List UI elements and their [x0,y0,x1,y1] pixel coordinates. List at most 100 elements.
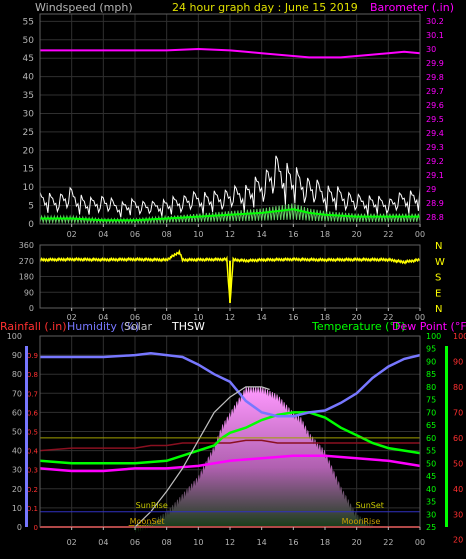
x-tick-label: 16 [288,538,298,547]
barometer-tick-label: 29.5 [426,115,444,124]
temperature-tick-label: 80 [426,383,436,392]
wind-tick-label: 5 [28,202,34,212]
x-tick-label: 10 [193,538,203,547]
temperature-secondary-tick-label: 100 [453,332,466,341]
barometer-tick-label: 30.1 [426,31,444,40]
humidity-tick-label: 70 [12,389,22,398]
x-tick-label: 22 [383,230,393,239]
x-tick-label: 16 [288,313,298,322]
rain-tick-label: 0.1 [27,505,38,513]
temperature-tick-label: 25 [426,523,436,532]
temperature-secondary-tick-label: 50 [453,459,463,468]
temperature-label: Temperature (°F) [311,320,406,333]
x-tick-label: 20 [352,538,362,547]
compass-label: S [435,273,441,284]
sunset-label: SunSet [356,501,384,510]
humidity-tick-label: 100 [7,332,22,341]
rain-tick-label: 0.4 [27,448,39,456]
dew-point-line [39,454,421,473]
wind-tick-label: 0 [28,220,34,230]
x-tick-label: 08 [162,230,172,239]
x-tick-label: 02 [67,313,77,322]
wind-tick-label: 45 [23,54,34,64]
wind-tick-label: 10 [23,183,35,193]
rainfall-label: Rainfall (.in) [0,320,67,333]
x-tick-label: 20 [352,230,362,239]
x-tick-label: 04 [98,538,108,547]
barometer-tick-label: 29.1 [426,171,444,180]
thsw-line [39,439,420,452]
temperature-tick-label: 55 [426,447,436,456]
wind-tick-label: 50 [23,36,35,46]
temperature-tick-label: 75 [426,396,436,405]
temperature-secondary-tick-label: 60 [453,434,463,443]
x-tick-label: 18 [320,230,330,239]
direction-tick-label: 360 [19,241,34,250]
rain-tick-label: 0.3 [27,467,38,475]
humidity-tick-label: 90 [12,351,22,360]
dew-point-label: Dew Point (°F) [392,320,466,333]
barometer-tick-label: 29.7 [426,87,444,96]
x-tick-label: 20 [352,313,362,322]
solar-label: Solar [124,320,153,333]
x-tick-label: 04 [98,313,108,322]
temperature-tick-label: 60 [426,434,436,443]
x-tick-label: 00 [415,538,425,547]
wind-tick-label: 40 [23,73,35,83]
humidity-scale-bar [25,346,28,527]
wind-tick-label: 20 [23,146,35,156]
barometer-tick-label: 29.4 [426,129,444,138]
temperature-tick-label: 35 [426,498,436,507]
temperature-tick-label: 45 [426,472,436,481]
wind-direction-line [39,249,421,304]
rain-tick-label: 0.2 [27,486,38,494]
temperature-tick-label: 95 [426,345,436,354]
temperature-tick-label: 50 [426,459,436,468]
x-tick-label: 10 [193,313,203,322]
direction-tick-label: 270 [19,257,34,266]
x-tick-label: 00 [415,230,425,239]
wind-average-line [40,208,420,222]
x-tick-label: 14 [257,230,267,239]
x-tick-label: 02 [67,538,77,547]
x-tick-label: 10 [193,230,203,239]
x-tick-label: 18 [320,538,330,547]
wind-tick-label: 15 [23,165,34,175]
x-tick-label: 14 [257,313,267,322]
barometer-tick-label: 29.9 [426,59,444,68]
humidity-tick-label: 30 [12,466,22,475]
thsw-label: THSW [171,320,205,333]
direction-tick-label: 180 [19,273,34,282]
x-tick-label: 12 [225,313,235,322]
temperature-secondary-tick-label: 90 [453,357,463,366]
barometer-tick-label: 30.2 [426,17,444,26]
humidity-label: Humidity (%) [67,320,139,333]
humidity-tick-label: 60 [12,408,22,417]
barometer-line [40,47,421,59]
moonset-label: MoonSet [130,517,165,526]
temperature-secondary-tick-label: 70 [453,408,463,417]
temperature-secondary-tick-label: 40 [453,485,463,494]
humidity-tick-label: 20 [12,485,22,494]
x-tick-label: 12 [225,230,235,239]
compass-label: E [435,288,441,299]
wind-tick-label: 25 [23,128,34,138]
windspeed-axis-label: Windspeed (mph) [35,1,133,14]
humidity-tick-label: 0 [17,523,22,532]
rain-tick-label: 0.6 [27,409,39,417]
wind-low-line [39,203,421,225]
temperature-scale-bar [445,346,448,527]
solar-line [134,386,270,528]
temperature-tick-label: 85 [426,370,436,379]
wind-tick-label: 35 [23,91,34,101]
sunrise-label: SunRise [136,501,168,510]
temperature-tick-label: 30 [426,510,436,519]
barometer-tick-label: 28.9 [426,199,444,208]
temperature-tick-label: 40 [426,485,436,494]
x-tick-label: 06 [130,230,140,239]
wind-tick-label: 30 [23,109,35,119]
barometer-tick-label: 29 [426,185,436,194]
wind-gust-line [39,155,421,218]
x-tick-label: 18 [320,313,330,322]
